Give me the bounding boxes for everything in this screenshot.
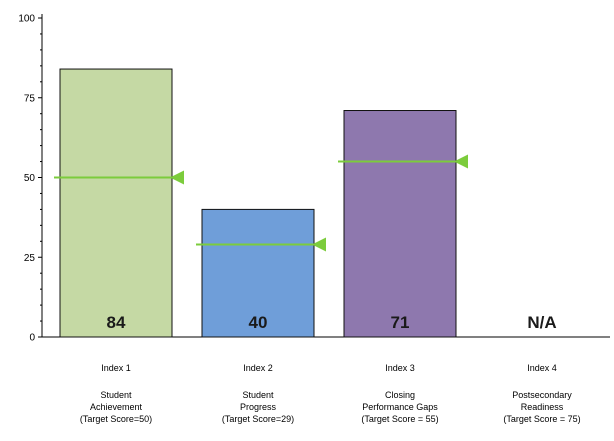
category-name-label: Student bbox=[100, 390, 132, 400]
y-tick-label: 75 bbox=[24, 93, 36, 104]
category-name-label: (Target Score = 55) bbox=[361, 414, 438, 424]
category-name-label: Student bbox=[242, 390, 274, 400]
y-tick-label: 0 bbox=[29, 333, 35, 344]
bar-value-label: 40 bbox=[249, 313, 268, 332]
category-name-label: (Target Score = 75) bbox=[503, 414, 580, 424]
category-name-label: Achievement bbox=[90, 402, 143, 412]
category-name-label: (Target Score=29) bbox=[222, 414, 294, 424]
y-tick-label: 25 bbox=[24, 253, 36, 264]
target-marker bbox=[454, 154, 468, 169]
y-tick-label: 50 bbox=[24, 173, 36, 184]
bar bbox=[59, 68, 173, 338]
category-name-label: Performance Gaps bbox=[362, 402, 438, 412]
target-markers bbox=[54, 154, 468, 252]
category-index-label: Index 1 bbox=[101, 363, 131, 373]
category-name-label: Progress bbox=[240, 402, 277, 412]
y-tick-label: 100 bbox=[18, 14, 35, 25]
bar bbox=[343, 110, 457, 338]
category-name-label: Readiness bbox=[521, 402, 564, 412]
category-name-label: Postsecondary bbox=[512, 390, 572, 400]
target-marker bbox=[170, 170, 184, 185]
category-name-label: Closing bbox=[385, 390, 415, 400]
target-marker bbox=[312, 237, 326, 252]
category-index-label: Index 4 bbox=[527, 363, 557, 373]
bars bbox=[59, 68, 457, 338]
category-index-label: Index 2 bbox=[243, 363, 273, 373]
bar-value-label: N/A bbox=[527, 313, 556, 332]
category-name-label: (Target Score=50) bbox=[80, 414, 152, 424]
bar-value-label: 71 bbox=[391, 313, 410, 332]
bar bbox=[201, 208, 315, 338]
category-index-label: Index 3 bbox=[385, 363, 415, 373]
bar-value-label: 84 bbox=[107, 313, 126, 332]
category-labels: Index 1 Student Achievement (Target Score=5… bbox=[80, 363, 581, 424]
value-labels: 84 40 71 N/A bbox=[107, 313, 557, 332]
